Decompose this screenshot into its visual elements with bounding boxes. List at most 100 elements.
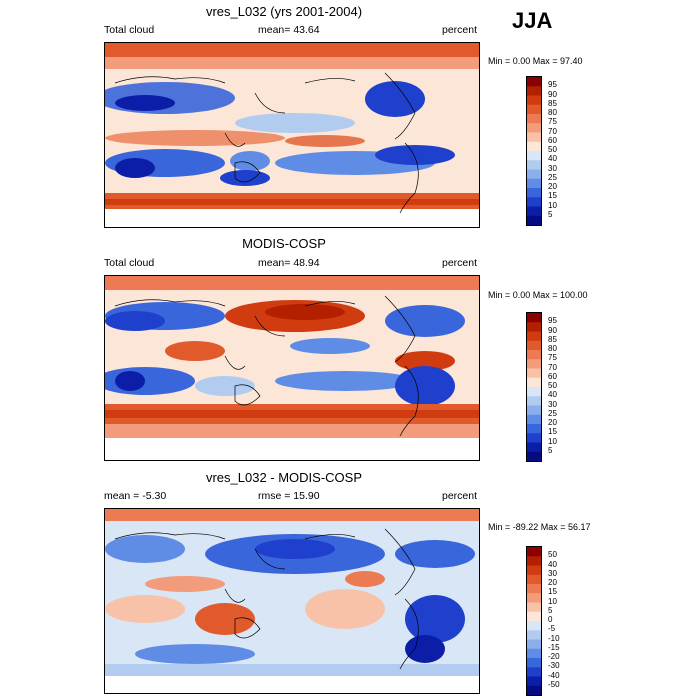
colorbar-swatch: [527, 667, 541, 677]
panel-3-mean: mean = -5.30: [104, 490, 167, 502]
colorbar-swatch: [527, 611, 541, 622]
colorbar-tick-label: 20: [548, 418, 557, 427]
colorbar-swatch: [527, 178, 541, 189]
colorbar-tick-label: 40: [548, 390, 557, 400]
colorbar-tick-label: 85: [548, 98, 557, 108]
panel-2-colorbar: [526, 312, 542, 462]
panel-3-rmse: rmse = 15.90: [258, 490, 320, 502]
colorbar-swatch: [527, 584, 541, 594]
panel-1-units: percent: [442, 24, 478, 36]
colorbar-swatch: [527, 593, 541, 603]
panel-2-mean: mean= 48.94: [258, 257, 320, 269]
panel-1-left-text: Total cloud: [104, 24, 155, 36]
colorbar-swatch: [527, 685, 541, 696]
colorbar-tick-label: 60: [548, 135, 557, 145]
colorbar-swatch: [527, 396, 541, 406]
colorbar-tick-label: 70: [548, 362, 557, 372]
colorbar-swatch: [527, 621, 541, 631]
colorbar-tick-label: -5: [548, 624, 556, 634]
panel-3-minmax: Min = -89.22 Max = 56.17: [488, 522, 591, 532]
colorbar-swatch: [527, 377, 541, 388]
colorbar-tick-label: 0: [548, 615, 553, 624]
panel-3-map-field: [105, 509, 479, 693]
panel-2-minmax: Min = 0.00 Max = 100.00: [488, 290, 588, 300]
colorbar-swatch: [527, 151, 541, 161]
panel-1-title: vres_L032 (yrs 2001-2004): [205, 4, 363, 19]
colorbar-tick-label: 10: [548, 596, 557, 606]
colorbar-swatch: [527, 433, 541, 443]
colorbar-swatch: [527, 160, 541, 170]
colorbar-swatch: [527, 77, 541, 87]
colorbar-tick-label: 10: [548, 200, 557, 210]
colorbar-tick-label: 15: [548, 427, 557, 437]
panel-2-units: percent: [442, 257, 478, 269]
panel-1-mean: mean= 43.64: [258, 24, 320, 36]
colorbar-tick-label: -20: [548, 652, 560, 661]
colorbar-swatch: [527, 322, 541, 332]
colorbar-swatch: [527, 648, 541, 659]
panel-1-colorbar: [526, 76, 542, 226]
colorbar-swatch: [527, 359, 541, 369]
colorbar-tick-label: 50: [548, 145, 557, 154]
panel-2-title: MODIS-COSP: [242, 236, 326, 251]
colorbar-swatch: [527, 340, 541, 351]
colorbar-swatch: [527, 114, 541, 124]
colorbar-swatch: [527, 104, 541, 115]
colorbar-tick-label: 5: [548, 605, 553, 615]
panel-1-map: [104, 42, 480, 228]
colorbar-swatch: [527, 95, 541, 106]
colorbar-tick-label: -10: [548, 633, 560, 643]
colorbar-swatch: [527, 387, 541, 397]
colorbar-swatch: [527, 197, 541, 207]
colorbar-swatch: [527, 215, 541, 226]
colorbar-tick-label: 80: [548, 344, 557, 353]
colorbar-swatch: [527, 368, 541, 379]
colorbar-tick-label: 75: [548, 117, 557, 127]
panel-3-map: [104, 508, 480, 694]
colorbar-tick-label: 50: [548, 381, 557, 390]
colorbar-swatch: [527, 405, 541, 416]
colorbar-swatch: [527, 123, 541, 133]
panel-2-map: [104, 275, 480, 461]
colorbar-tick-label: -30: [548, 661, 560, 671]
colorbar-tick-label: 95: [548, 316, 557, 326]
colorbar-swatch: [527, 313, 541, 323]
colorbar-tick-label: -15: [548, 642, 560, 652]
colorbar-swatch: [527, 206, 541, 217]
colorbar-swatch: [527, 442, 541, 453]
panel-2-map-field: [105, 276, 479, 460]
colorbar-tick-label: 85: [548, 334, 557, 344]
colorbar-tick-label: 20: [548, 182, 557, 191]
colorbar-tick-label: 30: [548, 163, 557, 173]
colorbar-tick-label: 5: [548, 209, 553, 219]
colorbar-tick-label: 50: [548, 550, 557, 560]
colorbar-swatch: [527, 414, 541, 425]
panel-1-minmax: Min = 0.00 Max = 97.40: [488, 56, 583, 66]
colorbar-swatch: [527, 547, 541, 557]
colorbar-swatch: [527, 331, 541, 342]
colorbar-tick-label: 90: [548, 89, 557, 99]
colorbar-tick-label: 90: [548, 325, 557, 335]
colorbar-swatch: [527, 574, 541, 585]
season-label: JJA: [512, 8, 553, 33]
colorbar-tick-label: 40: [548, 559, 557, 569]
colorbar-swatch: [527, 639, 541, 650]
colorbar-swatch: [527, 630, 541, 640]
colorbar-swatch: [527, 451, 541, 462]
colorbar-swatch: [527, 132, 541, 143]
colorbar-tick-label: 30: [548, 399, 557, 409]
colorbar-tick-label: 95: [548, 80, 557, 90]
panel-3-colorbar-swatches: [527, 547, 541, 696]
colorbar-tick-label: 80: [548, 108, 557, 117]
colorbar-tick-label: 15: [548, 587, 557, 597]
colorbar-tick-label: 60: [548, 371, 557, 381]
colorbar-swatch: [527, 188, 541, 198]
colorbar-swatch: [527, 169, 541, 180]
colorbar-tick-label: 20: [548, 578, 557, 587]
colorbar-swatch: [527, 658, 541, 668]
panel-3-title: vres_L032 - MODIS-COSP: [205, 470, 363, 485]
colorbar-swatch: [527, 86, 541, 96]
colorbar-tick-label: 30: [548, 568, 557, 578]
colorbar-swatch: [527, 350, 541, 360]
colorbar-swatch: [527, 556, 541, 566]
